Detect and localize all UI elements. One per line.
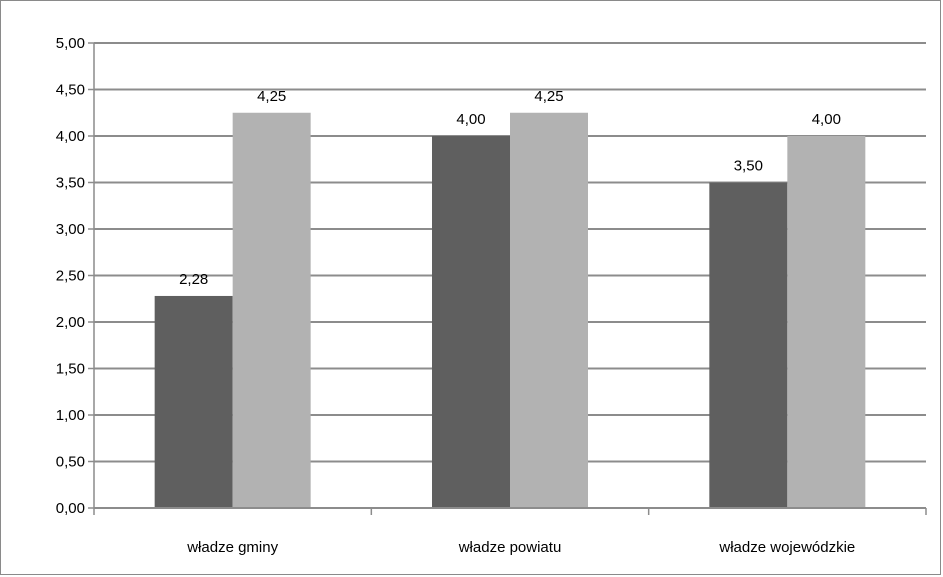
y-tick-label: 3,50 [56,175,85,192]
data-label: 2,28 [179,271,208,288]
bar [154,295,233,508]
y-tick-label: 5,00 [56,35,85,52]
y-tick-label: 2,00 [56,314,85,331]
y-tick-label: 4,50 [56,82,85,99]
y-tick-label: 3,00 [56,221,85,238]
y-tick-label: 0,00 [56,500,85,517]
x-category-label: władze powiatu [458,539,562,556]
bars [154,112,866,508]
bar [232,112,311,508]
data-label: 4,25 [257,88,286,105]
bar [510,112,588,508]
data-labels: 2,28 4,25 4,00 4,25 3,50 4,00 [179,88,841,288]
data-label: 4,25 [534,88,563,105]
y-tick-label: 4,00 [56,128,85,145]
y-tick-label: 0,50 [56,454,85,471]
y-tick-label: 1,00 [56,407,85,424]
data-label: 4,00 [456,111,485,128]
x-category-label: władze gminy [186,539,278,556]
bar [787,136,866,508]
bar [709,182,788,508]
data-label: 4,00 [812,111,841,128]
data-label: 3,50 [734,158,763,175]
x-axis: władze gminy władze powiatu władze wojewód… [93,507,927,556]
y-axis: 0,00 0,50 1,00 1,50 2,00 2,50 3,00 3,50 4,00 4,50… [56,35,95,517]
bar [432,136,510,508]
y-tick-label: 2,50 [56,268,85,285]
x-category-label: władze wojewódzkie [718,539,855,556]
y-tick-label: 1,50 [56,361,85,378]
